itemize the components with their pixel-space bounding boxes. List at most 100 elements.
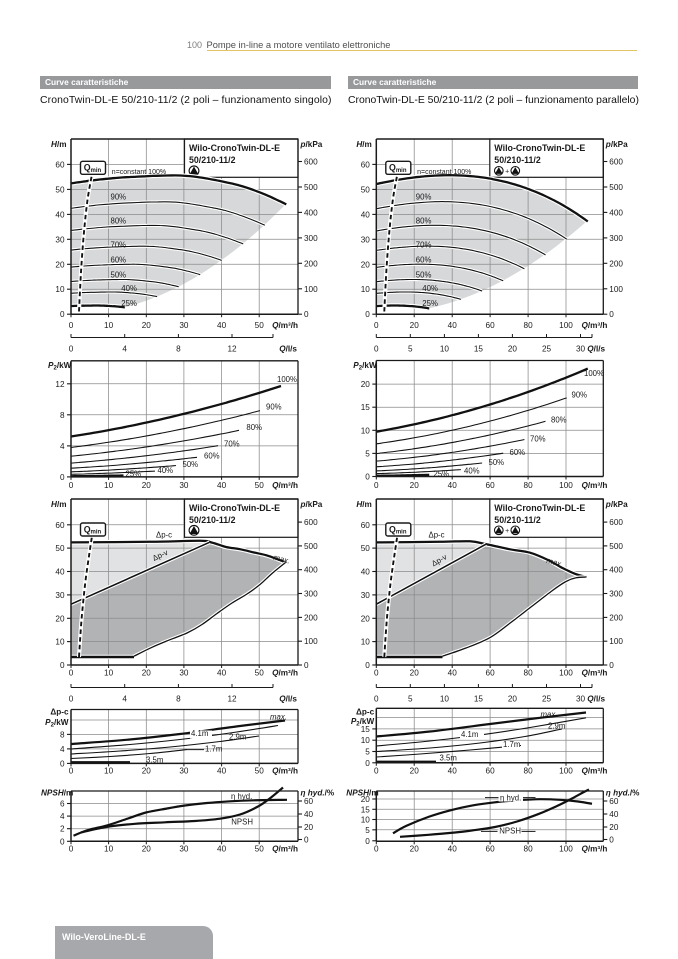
svg-text:30: 30 <box>179 669 189 678</box>
svg-text:500: 500 <box>304 542 318 551</box>
svg-text:H/m: H/m <box>51 500 66 509</box>
svg-text:20: 20 <box>142 845 152 854</box>
svg-text:10: 10 <box>104 321 114 330</box>
svg-text:Wilo-CronoTwin-DL-E: Wilo-CronoTwin-DL-E <box>494 143 585 153</box>
svg-text:300: 300 <box>304 590 318 599</box>
svg-text:p/kPa: p/kPa <box>300 140 323 149</box>
svg-text:8: 8 <box>176 695 181 704</box>
svg-text:NPSH/m: NPSH/m <box>346 789 378 798</box>
svg-text:40%: 40% <box>464 467 480 476</box>
svg-text:Q/l/s: Q/l/s <box>279 695 297 704</box>
svg-text:10: 10 <box>55 285 65 294</box>
svg-text:80: 80 <box>524 481 534 490</box>
svg-text:η hyd.: η hyd. <box>231 792 252 801</box>
svg-text:500: 500 <box>609 183 623 192</box>
svg-text:0: 0 <box>304 661 309 670</box>
svg-text:30: 30 <box>179 481 189 490</box>
svg-text:400: 400 <box>609 208 623 217</box>
svg-text:100%: 100% <box>584 369 604 378</box>
svg-text:20: 20 <box>55 614 65 623</box>
svg-text:0: 0 <box>304 310 309 319</box>
svg-text:20: 20 <box>142 481 152 490</box>
svg-text:40: 40 <box>304 810 314 819</box>
svg-text:40: 40 <box>361 568 371 577</box>
svg-text:30: 30 <box>576 345 586 354</box>
svg-text:30: 30 <box>179 767 189 776</box>
svg-text:50: 50 <box>55 185 65 194</box>
svg-text:Q/m³/h: Q/m³/h <box>272 481 298 490</box>
svg-text:0: 0 <box>365 310 370 319</box>
svg-text:5: 5 <box>365 748 370 757</box>
svg-text:20: 20 <box>410 767 420 776</box>
svg-text:Q/m³/h: Q/m³/h <box>272 669 298 678</box>
svg-text:60: 60 <box>304 797 314 806</box>
svg-text:40%: 40% <box>121 284 137 293</box>
svg-text:Q/m³/h: Q/m³/h <box>582 767 608 776</box>
svg-text:60: 60 <box>55 160 65 169</box>
svg-text:80%: 80% <box>416 217 432 226</box>
svg-text:40%: 40% <box>422 284 438 293</box>
svg-text:70%: 70% <box>416 240 432 249</box>
svg-text:3.5m: 3.5m <box>146 756 163 765</box>
svg-text:10: 10 <box>440 345 450 354</box>
svg-text:40: 40 <box>217 321 227 330</box>
svg-text:p/kPa: p/kPa <box>605 500 628 509</box>
svg-text:50%: 50% <box>183 460 199 469</box>
svg-text:600: 600 <box>609 158 623 167</box>
svg-text:4: 4 <box>122 345 127 354</box>
svg-text:20: 20 <box>410 481 420 490</box>
svg-text:Wilo-CronoTwin-DL-E: Wilo-CronoTwin-DL-E <box>189 503 280 513</box>
svg-text:50: 50 <box>55 544 65 553</box>
svg-text:50: 50 <box>361 544 371 553</box>
svg-text:300: 300 <box>609 590 623 599</box>
svg-text:Q/m³/h: Q/m³/h <box>582 481 608 490</box>
svg-text:4.1m: 4.1m <box>191 729 208 738</box>
svg-text:0: 0 <box>69 767 74 776</box>
svg-text:0: 0 <box>365 473 370 482</box>
svg-text:100: 100 <box>609 637 623 646</box>
svg-text:30: 30 <box>361 235 371 244</box>
svg-text:30: 30 <box>179 321 189 330</box>
svg-text:max.: max. <box>541 710 558 719</box>
svg-text:50: 50 <box>361 185 371 194</box>
svg-text:n=constant 100%: n=constant 100% <box>112 169 166 176</box>
svg-text:200: 200 <box>609 613 623 622</box>
svg-text:Q/m³/h: Q/m³/h <box>272 845 298 854</box>
svg-text:60%: 60% <box>111 256 127 265</box>
svg-text:200: 200 <box>304 259 318 268</box>
svg-text:0: 0 <box>374 695 379 704</box>
svg-text:Δp-c: Δp-c <box>50 708 69 717</box>
svg-text:0: 0 <box>374 669 379 678</box>
svg-text:80%: 80% <box>111 217 127 226</box>
svg-text:60: 60 <box>486 481 496 490</box>
svg-text:Q/m³/h: Q/m³/h <box>272 321 298 330</box>
svg-text:50: 50 <box>255 321 265 330</box>
svg-text:40: 40 <box>217 669 227 678</box>
svg-text:70%: 70% <box>224 439 240 448</box>
svg-text:50%: 50% <box>111 270 127 279</box>
svg-text:NPSH/m: NPSH/m <box>41 789 73 798</box>
svg-text:100: 100 <box>304 285 318 294</box>
svg-text:4: 4 <box>60 812 65 821</box>
svg-text:10: 10 <box>440 695 450 704</box>
svg-text:100%: 100% <box>277 375 297 384</box>
svg-text:2.9m: 2.9m <box>548 721 565 730</box>
svg-text:30: 30 <box>361 591 371 600</box>
svg-text:0: 0 <box>304 836 309 845</box>
svg-text:500: 500 <box>304 183 318 192</box>
svg-text:15: 15 <box>361 403 371 412</box>
svg-text:90%: 90% <box>416 192 432 201</box>
svg-text:80%: 80% <box>551 416 567 425</box>
svg-text:P2/kW: P2/kW <box>48 361 72 372</box>
svg-text:0: 0 <box>60 473 65 482</box>
svg-text:0: 0 <box>365 661 370 670</box>
svg-text:+: + <box>505 168 509 175</box>
svg-text:5: 5 <box>408 345 413 354</box>
svg-text:60: 60 <box>55 521 65 530</box>
svg-text:+: + <box>505 528 509 535</box>
svg-text:400: 400 <box>304 566 318 575</box>
svg-text:H/m: H/m <box>356 140 371 149</box>
svg-text:0: 0 <box>609 661 614 670</box>
svg-text:15: 15 <box>361 725 371 734</box>
svg-text:20: 20 <box>410 321 420 330</box>
